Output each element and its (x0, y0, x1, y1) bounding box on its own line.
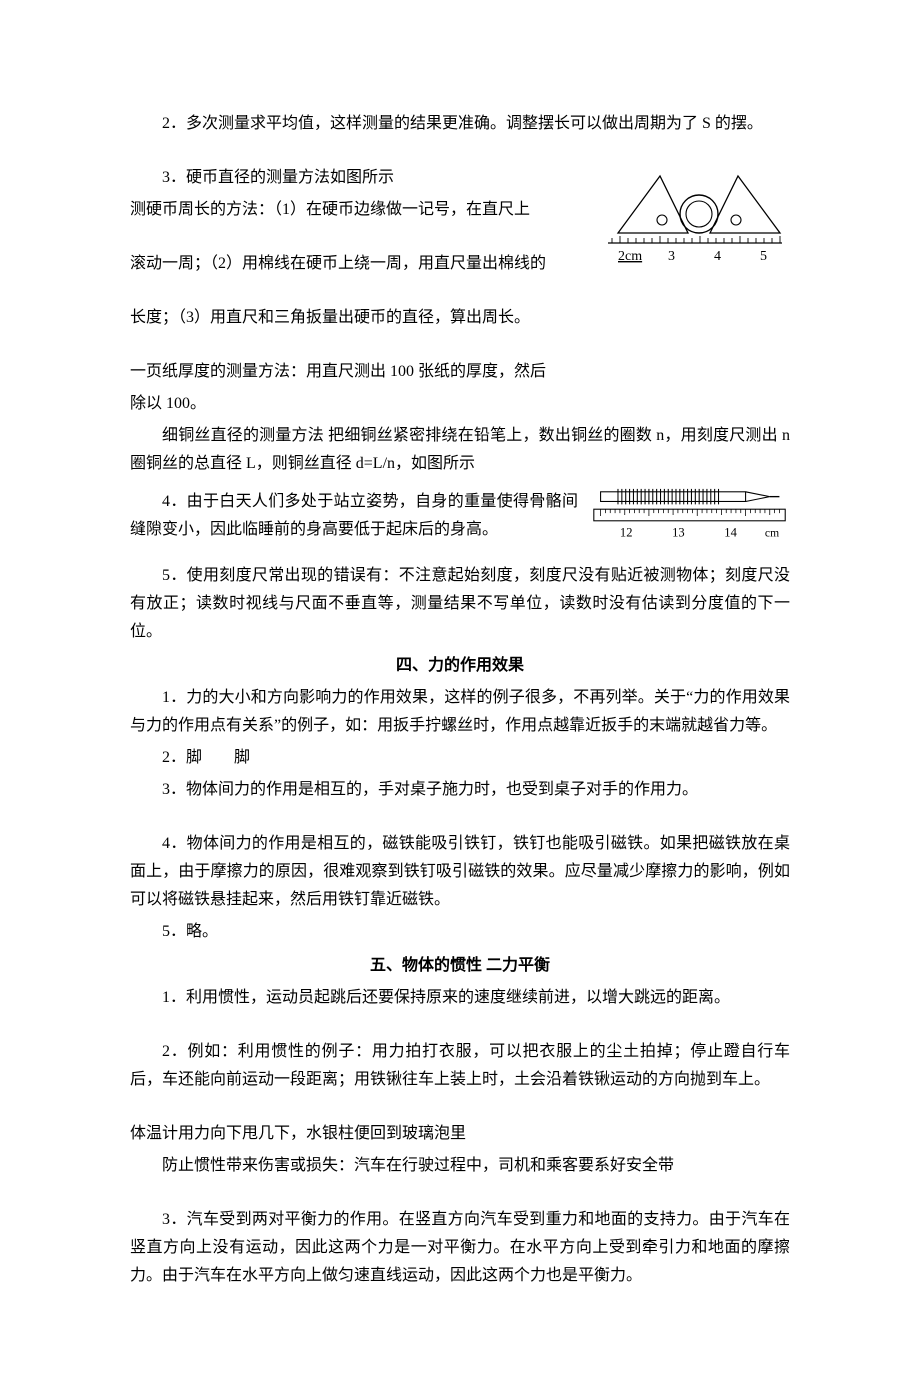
sec-a-item-3e: 细铜丝直径的测量方法 把细铜丝紧密排绕在铅笔上，数出铜丝的圈数 n，用刻度尺测出… (130, 422, 790, 478)
sec-c-item-2b: 体温计用力向下甩几下，水银柱便回到玻璃泡里 (130, 1120, 790, 1148)
spacer (130, 1184, 790, 1206)
spacer (130, 282, 790, 304)
fig2-label-13: 13 (672, 525, 685, 539)
sec-b-item-2: 2．脚 脚 (130, 744, 790, 772)
spacer (130, 142, 790, 164)
sec-c-item-2: 2．例如：利用惯性的例子：用力拍打衣服，可以把衣服上的尘土拍掉；停止蹬自行车后，… (130, 1038, 790, 1094)
fig1-label-5: 5 (760, 249, 767, 264)
fig2-label-12: 12 (620, 525, 633, 539)
section-b-title: 四、力的作用效果 (130, 652, 790, 680)
document-page: 2．多次测量求平均值，这样测量的结果更准确。调整摆长可以做出周期为了 S 的摆。 (0, 0, 920, 1374)
sec-c-item-2c: 防止惯性带来伤害或损失：汽车在行驶过程中，司机和乘客要系好安全带 (130, 1152, 790, 1180)
figure-coil-ruler: 12 13 14 cm (590, 486, 790, 554)
sec-c-item-3: 3．汽车受到两对平衡力的作用。在竖直方向汽车受到重力和地面的支持力。由于汽车在竖… (130, 1206, 790, 1290)
sec-a-item-3d2: 除以 100。 (130, 390, 790, 418)
spacer (130, 1016, 790, 1038)
sec-b-item-3: 3．物体间力的作用是相互的，手对桌子施力时，也受到桌子对手的作用力。 (130, 776, 790, 804)
fig1-label-2cm: 2cm (618, 249, 642, 264)
sec-b-item-1: 1．力的大小和方向影响力的作用效果，这样的例子很多，不再列举。关于“力的作用效果… (130, 684, 790, 740)
fig2-label-14: 14 (724, 525, 737, 539)
spacer (130, 336, 790, 358)
sec-a-item-2: 2．多次测量求平均值，这样测量的结果更准确。调整摆长可以做出周期为了 S 的摆。 (130, 110, 790, 138)
sec-c-item-1: 1．利用惯性，运动员起跳后还要保持原来的速度继续前进，以增大跳远的距离。 (130, 984, 790, 1012)
section-c-title: 五、物体的惯性 二力平衡 (130, 952, 790, 980)
spacer (130, 808, 790, 830)
sec-a-item-3d: 一页纸厚度的测量方法：用直尺测出 100 张纸的厚度，然后 (130, 358, 790, 386)
fig1-label-3: 3 (668, 249, 675, 264)
fig2-unit: cm (765, 526, 779, 539)
fig1-label-4: 4 (714, 249, 721, 264)
sec-a-item-3c: 长度；（3）用直尺和三角扳量出硬币的直径，算出周长。 (130, 304, 790, 332)
sec-b-item-4: 4．物体间力的作用是相互的，磁铁能吸引铁钉，铁钉也能吸引磁铁。如果把磁铁放在桌面… (130, 830, 790, 914)
sec-a-item-5: 5．使用刻度尺常出现的错误有：不注意起始刻度，刻度尺没有贴近被测物体；刻度尺没有… (130, 562, 790, 646)
sec-b-item-5: 5．略。 (130, 918, 790, 946)
figure-triangle-ruler: 2cm 3 4 5 (600, 170, 790, 275)
spacer (130, 1098, 790, 1120)
